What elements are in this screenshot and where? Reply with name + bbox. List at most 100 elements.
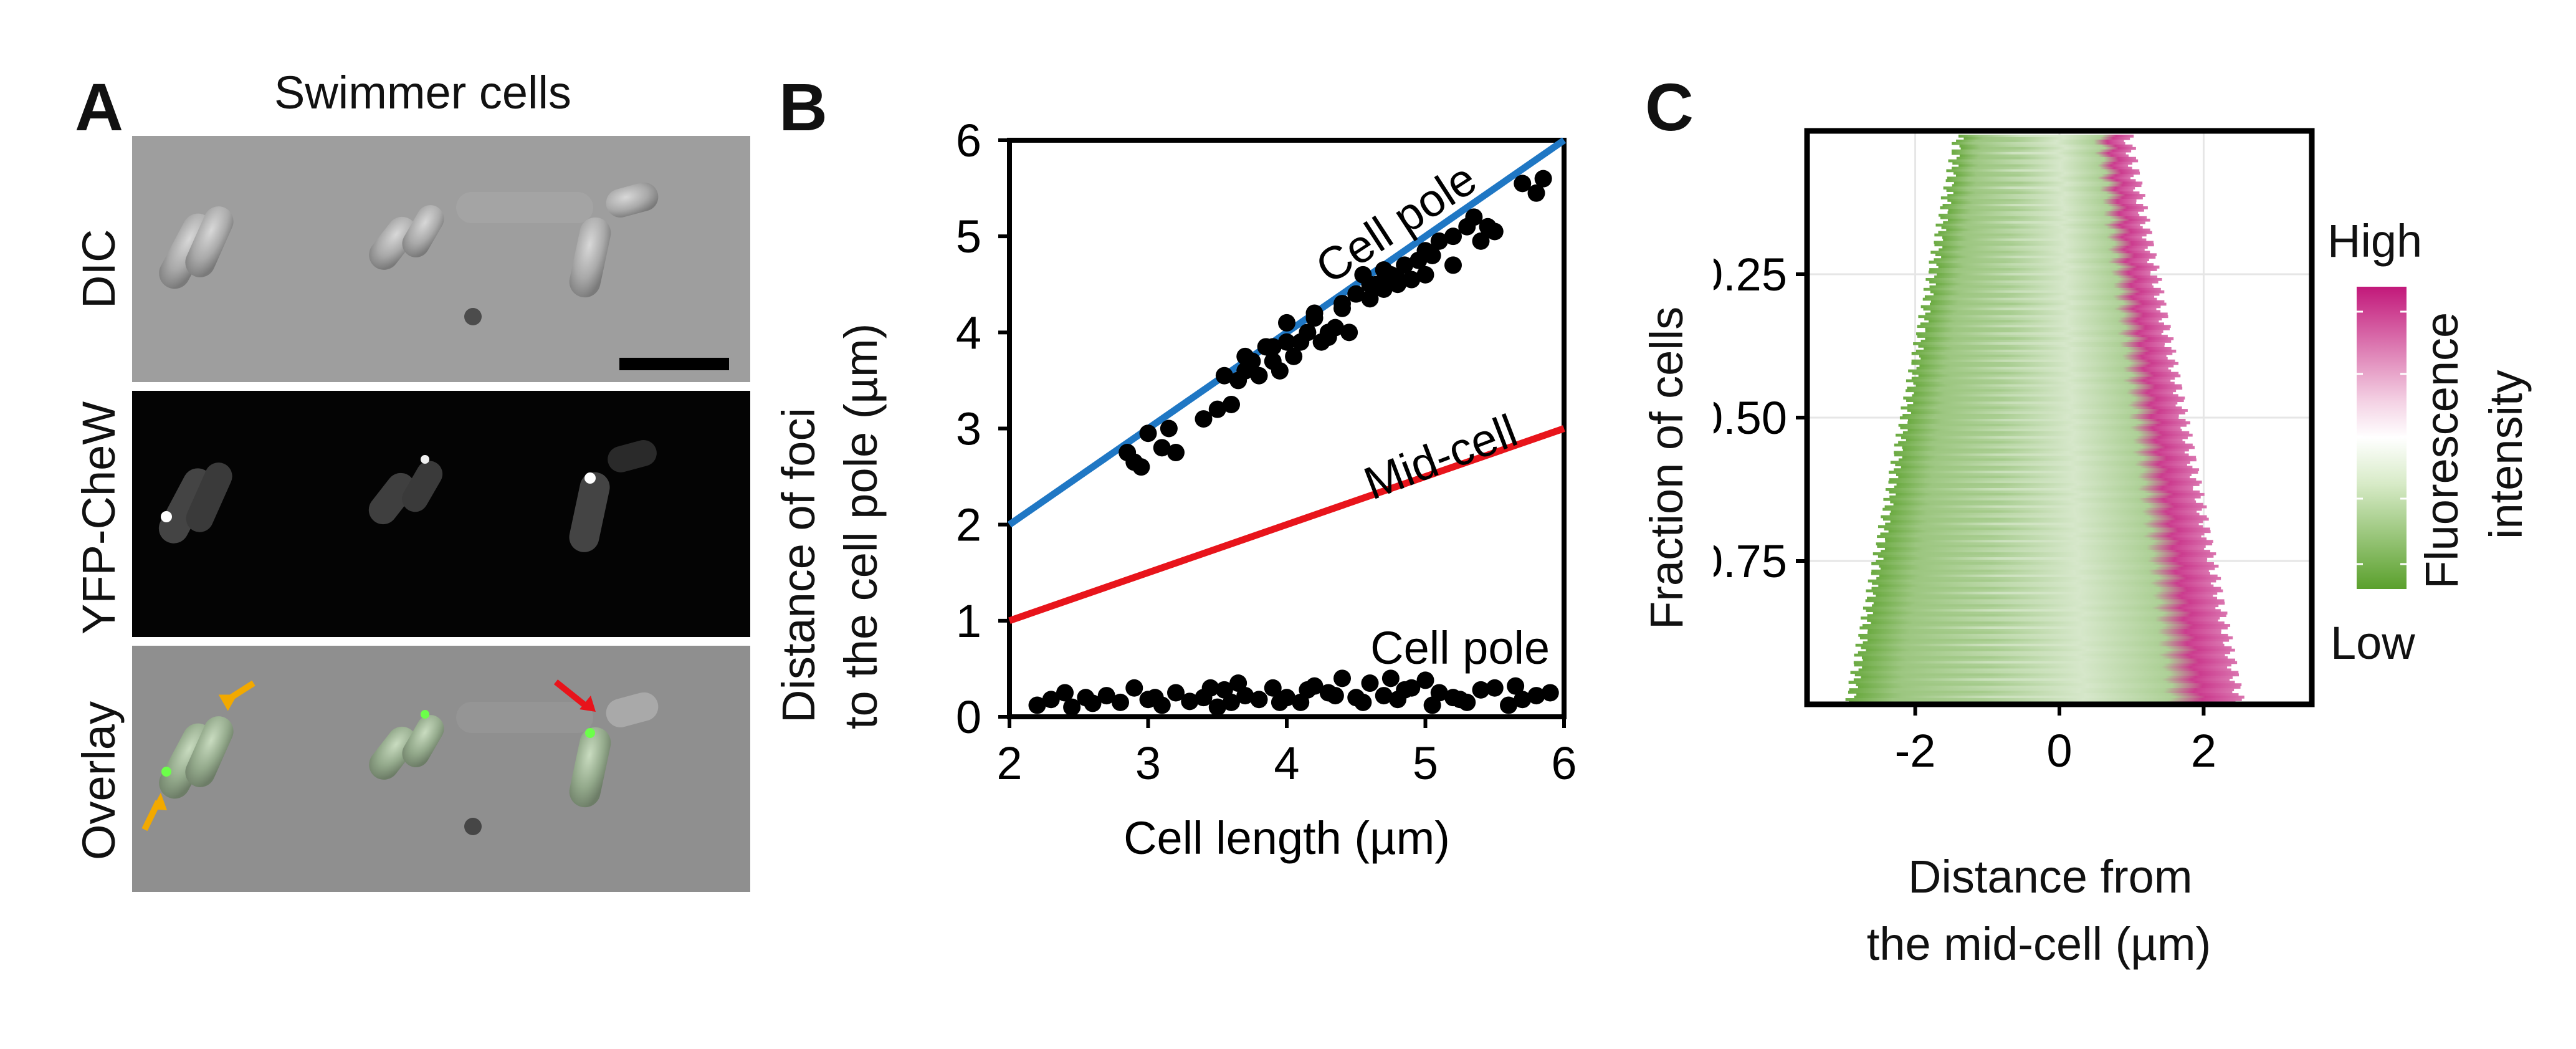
heatmap-row (1871, 587, 2221, 590)
heatmap-row (1952, 184, 2142, 188)
heatmap-row (1930, 251, 2150, 254)
heatmap-row (1917, 335, 2168, 338)
data-point (1354, 693, 1372, 711)
data-point (1215, 366, 1233, 385)
heatmap-row (1866, 609, 2221, 613)
y-tick-label: 1 (956, 595, 981, 647)
legend-title-1: Fluorescence (2416, 312, 2468, 589)
heatmap-row (1943, 221, 2145, 224)
heatmap-row (1934, 275, 2158, 279)
data-point (1112, 693, 1129, 711)
y-tick-label: 0.25 (1714, 249, 1787, 300)
heatmap-row (1896, 492, 2205, 496)
data-point (1208, 400, 1226, 418)
orange-arrow-icon (218, 680, 255, 711)
data-point (1097, 687, 1115, 705)
heatmap-row (1942, 236, 2142, 239)
heatmap-row (1902, 414, 2179, 417)
heatmap-chart: -2 0 2 0.25 0.50 0.75 (1714, 128, 2315, 777)
yfp-focus (161, 511, 172, 522)
heatmap-row (1915, 384, 2182, 388)
data-point (1423, 696, 1441, 714)
data-point (1444, 228, 1462, 246)
heatmap-row (1890, 520, 2203, 524)
heatmap-row (1919, 354, 2167, 358)
heatmap-row (1858, 651, 2231, 654)
heatmap-row (1956, 156, 2136, 160)
data-point (1416, 671, 1434, 689)
data-point (1195, 410, 1213, 428)
heatmap-row (1882, 507, 2202, 511)
heatmap-row (1896, 473, 2192, 476)
panel-c-xlabel-2: the mid-cell (µm) (1866, 918, 2211, 970)
heatmap-row (1958, 164, 2129, 168)
heatmap-row (1876, 577, 2221, 580)
heatmap-row (1936, 263, 2154, 266)
heatmap-row (1891, 510, 2197, 514)
heatmap-row (1937, 273, 2150, 276)
data-point (1271, 362, 1289, 380)
heatmap-row (1940, 206, 2148, 209)
heatmap-row (1924, 295, 2155, 299)
data-point (1541, 684, 1559, 702)
heatmap-row (1885, 488, 2193, 491)
red-arrow-icon (553, 679, 596, 712)
heatmap-row (1902, 456, 2197, 459)
heatmap-row (1894, 486, 2193, 489)
data-point (1514, 691, 1532, 709)
heatmap-row (1929, 302, 2167, 306)
yfp-focus (421, 455, 429, 464)
heatmap-row (1901, 436, 2188, 439)
heatmap-row (1907, 386, 2183, 390)
data-point (1250, 366, 1268, 385)
data-point (1375, 280, 1393, 298)
heatmap-row (1889, 471, 2198, 474)
heatmap-row (1945, 179, 2136, 183)
data-point (1278, 314, 1295, 332)
heatmap-row (1894, 443, 2193, 447)
heatmap-row (1911, 362, 2179, 365)
heatmap-row (1900, 426, 2181, 429)
heatmap-row (1947, 176, 2131, 180)
data-point (1381, 669, 1400, 687)
data-point (1527, 687, 1545, 705)
heatmap-row (1885, 540, 2213, 544)
heatmap-row (1884, 547, 2204, 550)
heatmap-row (1938, 231, 2152, 234)
heatmap-row (1939, 248, 2145, 252)
heatmap-row (1913, 381, 2175, 385)
data-point (1229, 674, 1247, 692)
heatmap-row (1929, 271, 2151, 274)
heatmap-row (1963, 137, 2130, 140)
data-point (1375, 687, 1393, 705)
heatmap-row (1854, 663, 2231, 667)
heatmap-row (1880, 532, 2205, 536)
heatmap-row (1956, 139, 2124, 143)
heatmap-row (1941, 226, 2143, 229)
legend-high: High (2327, 215, 2423, 267)
heatmap-row (1951, 201, 2137, 204)
y-tick-label: 0.75 (1714, 535, 1787, 587)
heatmap-row (1894, 468, 2200, 472)
x-tick-label: 2 (996, 737, 1022, 789)
heatmap-row (1854, 696, 2244, 699)
x-tick-label: 5 (1413, 737, 1438, 789)
panel-a-title: Swimmer cells (274, 67, 571, 118)
x-tick-label: 6 (1551, 737, 1577, 789)
heatmap-row (1848, 681, 2235, 684)
heatmap-row (1899, 416, 2179, 419)
data-point (1514, 175, 1532, 193)
data-point (1486, 223, 1504, 241)
heatmap-row (1933, 292, 2160, 296)
heatmap-row (1946, 169, 2140, 173)
heatmap-row (1889, 490, 2200, 494)
heatmap-row (1925, 330, 2163, 333)
annotation-mid-cell: Mid-cell (1357, 405, 1524, 510)
heatmap-row (1884, 537, 2207, 541)
heatmap-row (1935, 223, 2140, 227)
heatmap-row (1934, 243, 2154, 247)
data-point (1146, 689, 1164, 707)
heatmap-row (1930, 290, 2165, 294)
heatmap-row (1920, 322, 2164, 326)
data-point (1223, 395, 1240, 413)
